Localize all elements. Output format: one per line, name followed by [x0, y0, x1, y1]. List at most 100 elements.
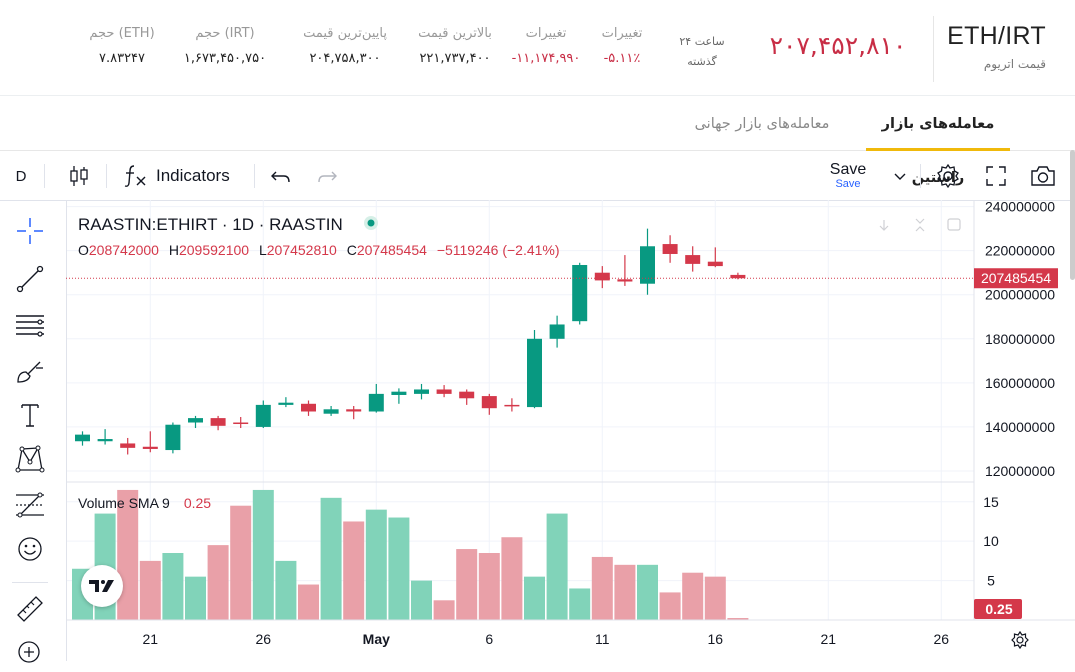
volume-legend: Volume SMA 9 0.25 — [78, 495, 211, 511]
candle-body — [278, 402, 294, 405]
time-tick-label: 26 — [934, 631, 950, 647]
volume-bar — [478, 553, 500, 620]
volume-bar — [659, 592, 681, 620]
stat-label: حجم (ETH) — [89, 26, 155, 41]
text-tool[interactable] — [10, 396, 50, 434]
candles-icon — [70, 166, 88, 186]
crosshair-icon — [17, 218, 43, 244]
tab-raastin-trades[interactable]: معامله‌های بازار راستین — [866, 97, 1010, 186]
volume-bar — [727, 618, 749, 620]
legend-open-value: 208742000 — [88, 242, 159, 258]
stat-label: حجم (IRT) — [195, 26, 255, 41]
candle-body — [301, 403, 316, 412]
stat-value: ۲۲۱,۷۳۷,۴۰۰ — [419, 51, 491, 66]
time-tick-label: 11 — [595, 631, 610, 647]
candle-body — [594, 272, 610, 281]
tab-global-trades[interactable]: معامله‌های بازار جهانی — [694, 116, 830, 132]
candle-body — [481, 396, 497, 409]
candle-body — [120, 443, 136, 448]
last-price-badge — [974, 268, 1058, 289]
price-tick-label: 240000000 — [985, 200, 1055, 215]
save-button[interactable]: Save Save — [820, 152, 876, 200]
interval-button[interactable]: D — [15, 167, 27, 185]
time-tick-label: 6 — [485, 631, 493, 647]
volume-bar — [320, 497, 342, 620]
redo-button[interactable] — [312, 152, 342, 200]
period-label: ۲۴ ساعت گذشته — [672, 32, 732, 72]
trend-line-tool[interactable] — [10, 260, 50, 298]
pattern-icon — [15, 445, 45, 473]
tradingview-logo-icon — [89, 580, 114, 592]
volume-bar — [411, 580, 432, 620]
undo-button[interactable] — [266, 152, 296, 200]
volume-bar — [298, 584, 319, 620]
fullscreen-button[interactable] — [980, 152, 1012, 200]
chart-toolbar: D Indicators Save Save — [0, 152, 1075, 200]
volume-bar — [614, 564, 636, 620]
stat-value: ۲۰۴,۷۵۸,۳۰۰ — [309, 51, 381, 66]
screenshot-button[interactable] — [1026, 152, 1060, 200]
measure-tool[interactable] — [10, 590, 50, 628]
price-tick-label: 160000000 — [985, 375, 1055, 391]
crosshair-tool[interactable] — [10, 212, 50, 250]
volume-bar — [682, 572, 704, 620]
symbol-subtitle: قیمت اتریوم — [983, 57, 1046, 71]
candle-body — [662, 244, 678, 254]
function-icon — [124, 165, 146, 187]
page-scrollbar[interactable] — [1070, 150, 1075, 280]
candle-body — [391, 391, 407, 395]
fullscreen-icon — [986, 166, 1006, 186]
period-line-2: گذشته — [687, 55, 717, 68]
price-tick-label: 180000000 — [985, 331, 1055, 347]
volume-bar — [524, 576, 545, 620]
chevron-down-icon — [894, 173, 906, 180]
symbol-block: ETH/IRT قیمت اتریوم — [933, 16, 1075, 82]
collapse-icon — [915, 218, 925, 232]
price-tick-label: 140000000 — [985, 419, 1055, 435]
brush-icon — [17, 361, 43, 383]
legend-high-label: H — [168, 242, 179, 258]
indicators-button[interactable]: Indicators — [122, 152, 242, 200]
stat-volume-eth: حجم (ETH) ۷.۸۳۲۴۷ — [80, 26, 164, 66]
candle-body — [640, 246, 655, 284]
emoji-tool[interactable] — [10, 530, 50, 568]
candle-body — [617, 279, 633, 282]
stat-value: -۱۱,۱۷۴,۹۹۰ — [511, 51, 581, 66]
stat-value: -۵.۱۱٪ — [603, 51, 641, 66]
pane-controls — [879, 218, 961, 232]
tradingview-logo[interactable] — [81, 565, 123, 607]
horizontal-lines-tool[interactable] — [10, 306, 50, 344]
candle-body — [75, 434, 90, 442]
candle-body — [368, 393, 384, 412]
volume-bar — [456, 549, 478, 620]
candle-body — [707, 261, 723, 267]
forecast-tool[interactable] — [10, 486, 50, 524]
settings-button[interactable] — [930, 152, 966, 200]
candle-body — [165, 424, 181, 451]
undo-icon — [271, 171, 290, 183]
pattern-tool[interactable] — [10, 440, 50, 478]
period-line-1: ۲۴ ساعت — [679, 35, 725, 48]
volume-tick-label: 15 — [983, 494, 999, 510]
time-tick-label: 26 — [256, 631, 272, 647]
price-chart[interactable]: 240000000 220000000 200000000 180000000 1600… — [66, 200, 1075, 661]
symbol-name: ETH/IRT — [947, 22, 1046, 50]
axis-settings-icon — [1011, 630, 1029, 650]
volume-bar — [591, 556, 613, 620]
volume-bar — [704, 576, 726, 620]
text-icon — [21, 404, 39, 427]
time-tick-label: 16 — [708, 631, 724, 647]
stat-label: تغییرات — [525, 26, 567, 41]
zoom-in-tool[interactable] — [10, 634, 50, 672]
legend-title: RAASTIN:ETHIRT · 1D · RAASTIN — [78, 215, 560, 235]
price-tick-label: 220000000 — [985, 243, 1055, 259]
stat-change-percent: تغییرات -۵.۱۱٪ — [596, 26, 648, 66]
chart-type-button[interactable] — [62, 152, 96, 200]
save-menu-button[interactable] — [888, 152, 912, 200]
axis-settings-icon-outline — [1011, 630, 1029, 650]
brush-tool[interactable] — [10, 352, 50, 390]
time-tick-label: May — [363, 631, 390, 647]
volume-bar — [185, 576, 206, 620]
volume-bar — [275, 560, 297, 620]
last-price: ۲۰۷,۴۵۲,۸۱۰ — [769, 31, 907, 60]
